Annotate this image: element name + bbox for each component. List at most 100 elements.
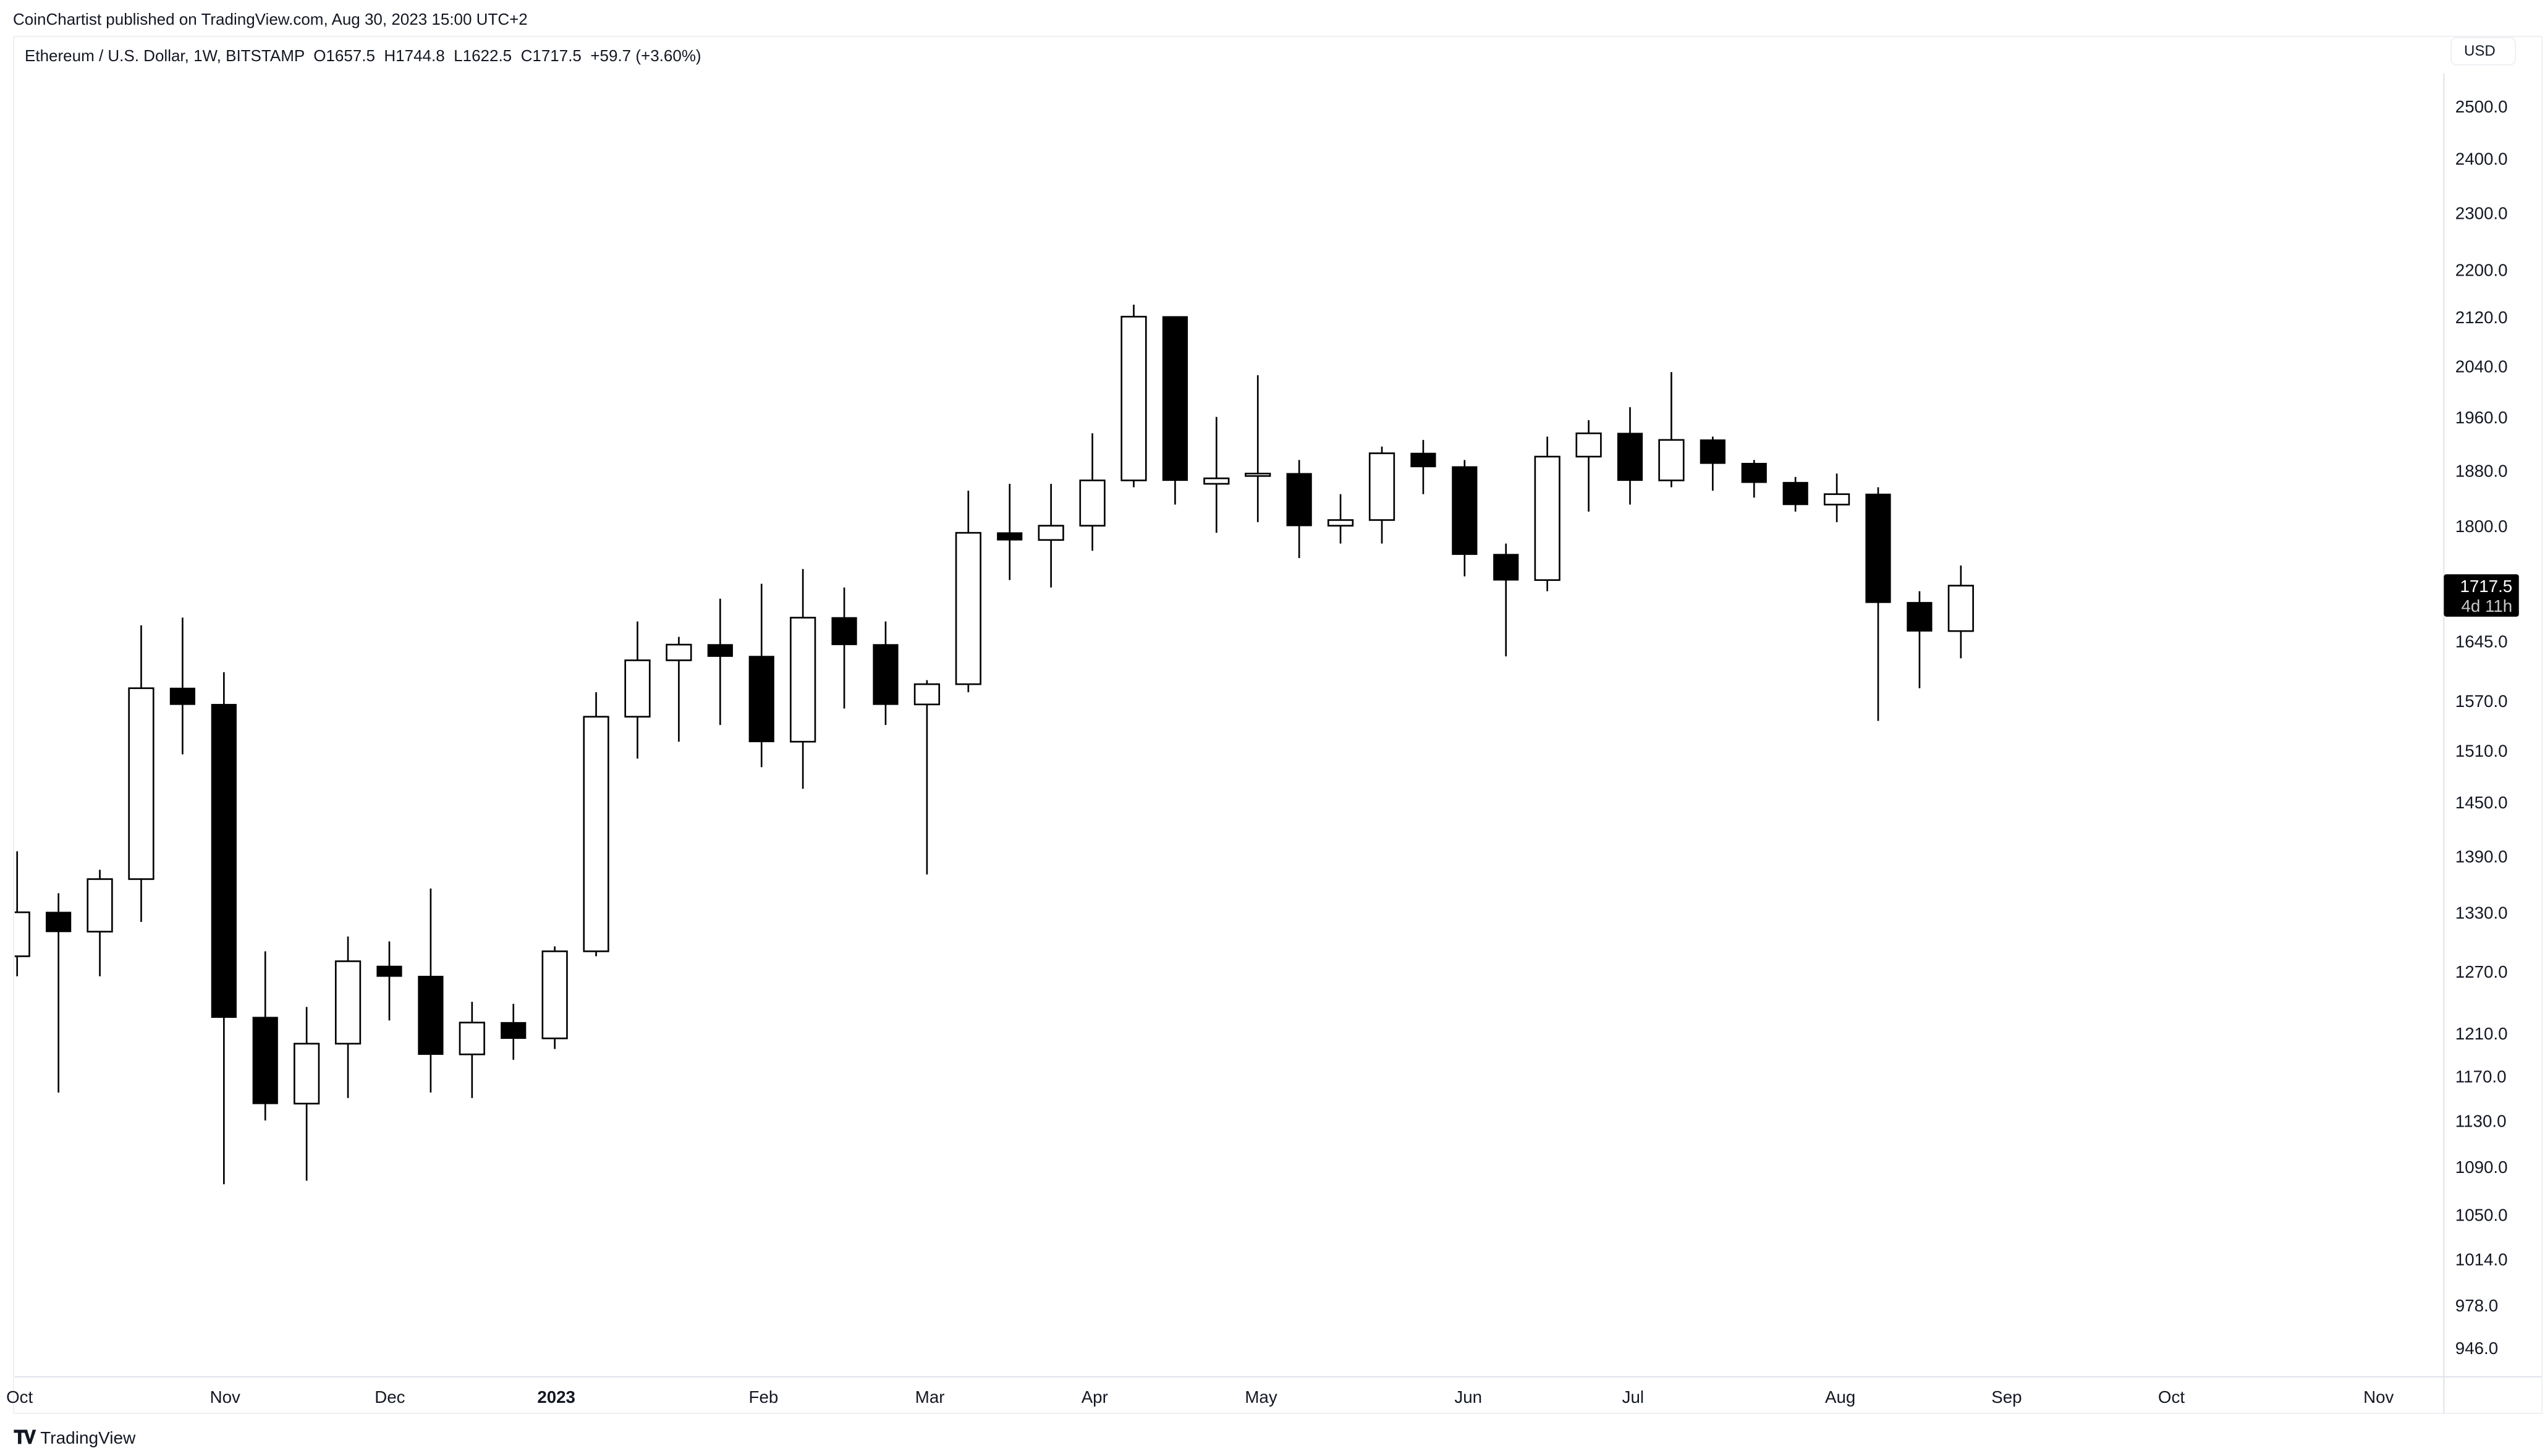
time-tick-label: Oct	[6, 1387, 33, 1407]
candle[interactable]	[1493, 543, 1519, 657]
tradingview-logo-icon: 𝐓𝐕	[14, 1428, 36, 1448]
price-tick-label: 2300.0	[2455, 204, 2508, 223]
candle[interactable]	[1947, 565, 1974, 659]
candle[interactable]	[1038, 483, 1064, 588]
time-tick-label: Nov	[210, 1387, 240, 1407]
candle[interactable]	[334, 936, 362, 1098]
price-tick-label: 978.0	[2455, 1296, 2498, 1315]
candle[interactable]	[1741, 460, 1767, 498]
candle[interactable]	[955, 491, 981, 693]
candle[interactable]	[376, 941, 402, 1021]
time-tick-label: Mar	[915, 1387, 945, 1407]
price-tick-label: 1645.0	[2455, 632, 2508, 651]
candle[interactable]	[1575, 420, 1602, 512]
candle[interactable]	[1534, 436, 1560, 591]
price-tick-label: 2200.0	[2455, 260, 2508, 279]
time-tick-label: Dec	[375, 1387, 405, 1407]
candle[interactable]	[1452, 460, 1478, 577]
candle[interactable]	[707, 598, 733, 726]
price-tick-label: 2040.0	[2455, 357, 2508, 376]
time-tick-label: Nov	[2363, 1387, 2394, 1407]
time-tick-label: Apr	[1082, 1387, 1108, 1407]
candle[interactable]	[1203, 417, 1230, 533]
candle[interactable]	[1410, 439, 1436, 494]
candle[interactable]	[169, 617, 195, 755]
price-tick-label: 1450.0	[2455, 793, 2508, 812]
price-tick-label: 1014.0	[2455, 1250, 2508, 1269]
bar-countdown-label: 4d 11h	[2462, 596, 2513, 616]
candle[interactable]	[1865, 487, 1891, 721]
candle[interactable]	[1245, 375, 1271, 522]
candle[interactable]	[1079, 433, 1106, 551]
time-tick-label: May	[1245, 1387, 1277, 1407]
price-tick-label: 946.0	[2455, 1339, 2498, 1358]
candle[interactable]	[501, 1004, 527, 1060]
price-tick-label: 1050.0	[2455, 1205, 2508, 1224]
candles-group	[5, 304, 1974, 1185]
candle[interactable]	[46, 893, 72, 1093]
time-tick-label: Feb	[749, 1387, 779, 1407]
candle[interactable]	[1162, 316, 1188, 505]
ohlc-high: H1744.8	[384, 46, 445, 65]
price-tick-label: 1270.0	[2455, 962, 2508, 981]
symbol-name: Ethereum / U.S. Dollar, 1W, BITSTAMP	[25, 46, 305, 65]
candle[interactable]	[1286, 460, 1312, 558]
candle[interactable]	[87, 870, 113, 976]
candle[interactable]	[211, 672, 237, 1185]
candle[interactable]	[1907, 591, 1933, 688]
candle[interactable]	[1700, 436, 1726, 491]
price-tick-label: 1570.0	[2455, 692, 2508, 711]
time-tick-label: Jul	[1622, 1387, 1644, 1407]
candle[interactable]	[666, 637, 692, 742]
price-tick-label: 1210.0	[2455, 1024, 2508, 1043]
candle[interactable]	[294, 1007, 320, 1181]
current-price-label: 1717.5	[2460, 577, 2512, 596]
price-tick-label: 2120.0	[2455, 308, 2508, 327]
candle[interactable]	[459, 1002, 485, 1098]
candle[interactable]	[1120, 304, 1147, 488]
ohlc-open: O1657.5	[313, 46, 375, 65]
candle[interactable]	[831, 587, 857, 709]
ohlc-change: +59.7 (+3.60%)	[590, 46, 701, 65]
time-tick-label: Sep	[1991, 1387, 2022, 1407]
price-tick-label: 1800.0	[2455, 517, 2508, 536]
time-tick-label: Jun	[1454, 1387, 1482, 1407]
candle[interactable]	[748, 583, 774, 768]
published-caption: CoinChartist published on TradingView.co…	[13, 10, 528, 28]
chart-frame	[13, 36, 2543, 1414]
price-tick-label: 1090.0	[2455, 1158, 2508, 1177]
price-tick-label: 2500.0	[2455, 97, 2508, 116]
candle[interactable]	[1327, 494, 1354, 544]
candle[interactable]	[418, 888, 444, 1093]
candle[interactable]	[583, 692, 609, 957]
candle[interactable]	[873, 621, 899, 726]
time-tick-label: Oct	[2158, 1387, 2185, 1407]
time-axis[interactable]: Oct Nov Dec 2023 Feb Mar Apr May Jun Jul Aug Sep Oct…	[6, 1387, 2394, 1407]
price-tick-label: 1960.0	[2455, 408, 2508, 427]
price-tick-label: 1880.0	[2455, 461, 2508, 480]
candle[interactable]	[252, 951, 278, 1121]
price-tick-label: 1330.0	[2455, 904, 2508, 923]
price-axis[interactable]: 2500.0 2400.0 2300.0 2200.0 2120.0 2040.0 1960…	[2455, 97, 2508, 1358]
candle[interactable]	[5, 851, 30, 976]
tradingview-branding[interactable]: 𝐓𝐕 TradingView	[14, 1428, 135, 1449]
candle[interactable]	[790, 569, 816, 789]
candle[interactable]	[128, 625, 155, 922]
currency-button[interactable]: USD	[2450, 37, 2516, 66]
ohlc-close: C1717.5	[520, 46, 582, 65]
candle[interactable]	[997, 483, 1023, 580]
candle[interactable]	[1782, 476, 1808, 512]
candle[interactable]	[1617, 407, 1643, 505]
candle[interactable]	[1658, 372, 1685, 488]
current-price-tag: 1717.5 4d 11h	[2444, 574, 2519, 617]
candle[interactable]	[541, 946, 568, 1049]
brand-label: TradingView	[40, 1428, 136, 1447]
candle[interactable]	[913, 680, 941, 874]
candle[interactable]	[624, 621, 651, 759]
symbol-legend[interactable]: Ethereum / U.S. Dollar, 1W, BITSTAMP O16…	[25, 46, 701, 66]
candle[interactable]	[1823, 473, 1850, 522]
ohlc-low: L1622.5	[454, 46, 512, 65]
time-tick-label: Aug	[1825, 1387, 1855, 1407]
candle[interactable]	[1368, 446, 1395, 544]
